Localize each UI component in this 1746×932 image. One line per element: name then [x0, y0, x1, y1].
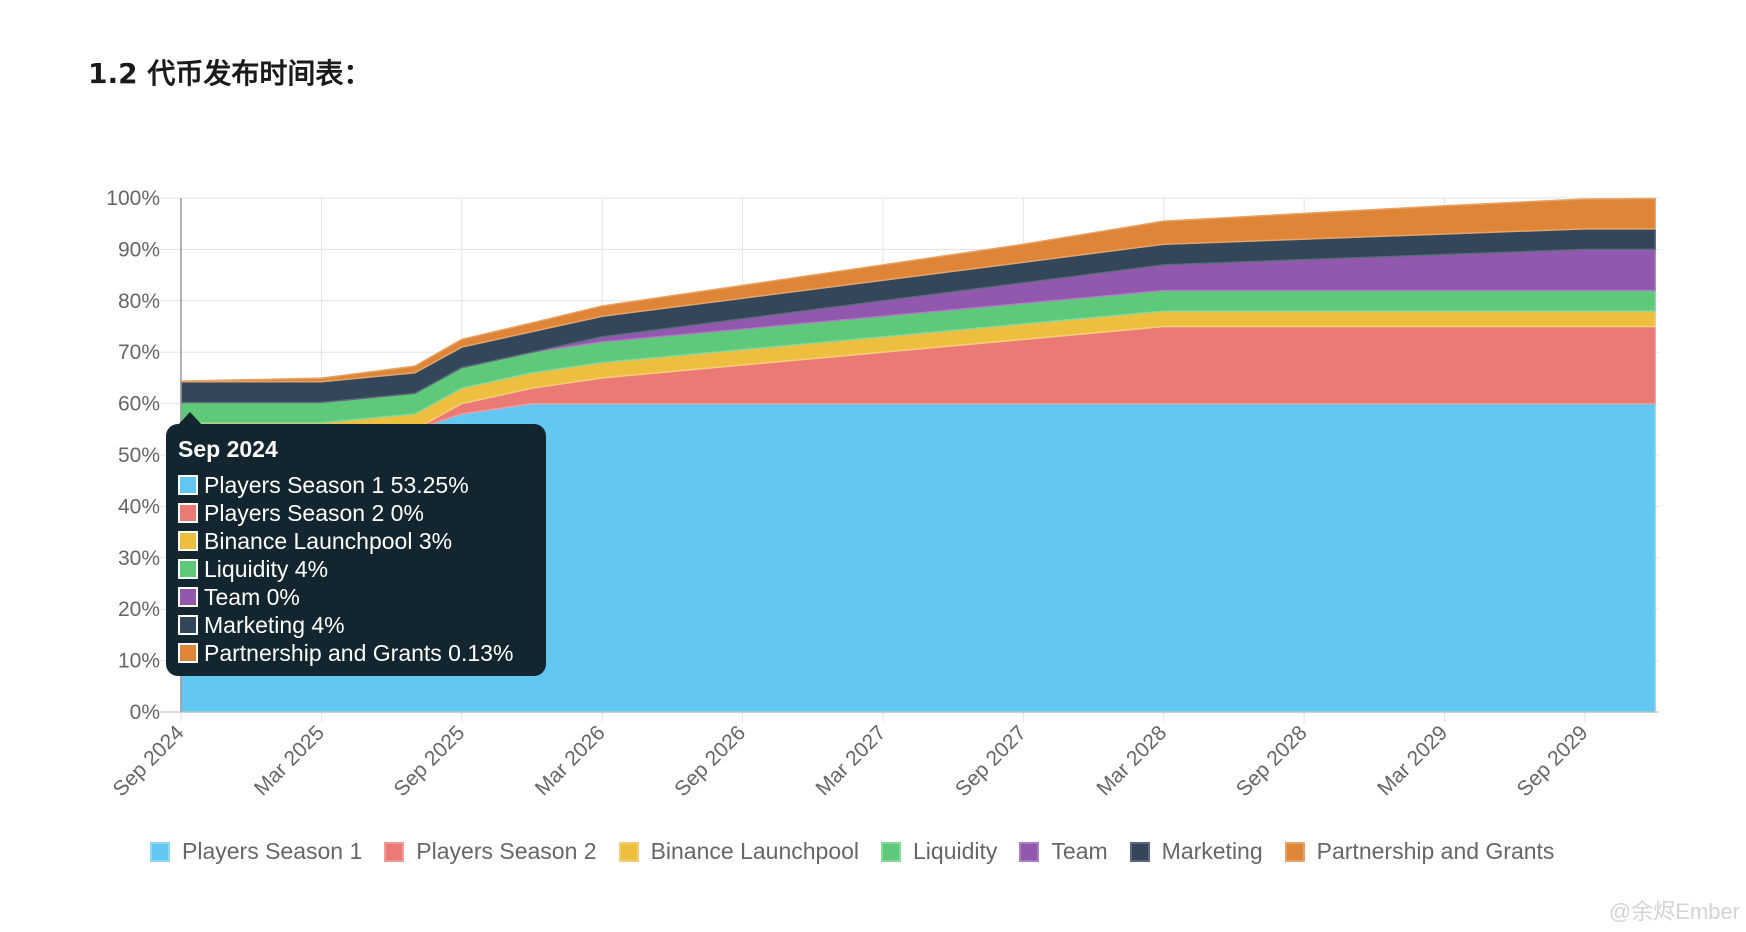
x-tick-label: Mar 2028 [1092, 721, 1171, 800]
legend-swatch [1284, 841, 1305, 862]
y-tick-label: 50% [118, 444, 160, 467]
tooltip-label: Players Season 1 53.25% [204, 471, 469, 498]
chart-legend: Players Season 1 Players Season 2 Binance … [150, 838, 1576, 865]
tooltip-swatch [178, 475, 198, 495]
tooltip-label: Marketing 4% [204, 611, 345, 638]
tooltip-label: Team 0% [204, 583, 300, 610]
legend-item[interactable]: Players Season 2 [384, 838, 597, 865]
tooltip-title: Sep 2024 [178, 436, 278, 462]
y-tick-label: 0% [130, 701, 160, 724]
x-tick-label: Mar 2029 [1373, 721, 1452, 800]
legend-item[interactable]: Partnership and Grants [1284, 838, 1555, 865]
tooltip-row: Liquidity 4% [178, 555, 534, 583]
legend-label: Liquidity [913, 838, 998, 864]
tooltip-row: Players Season 2 0% [178, 499, 534, 527]
tooltip-row: Binance Launchpool 3% [178, 527, 534, 555]
legend-label: Binance Launchpool [650, 838, 860, 864]
y-tick-label: 100% [106, 187, 160, 210]
tooltip-swatch [178, 587, 198, 607]
legend-label: Marketing [1161, 838, 1263, 864]
tooltip-swatch [178, 559, 198, 579]
watermark: @余烬Ember [1608, 899, 1740, 924]
y-tick-label: 90% [118, 238, 160, 261]
legend-item[interactable]: Liquidity [881, 838, 997, 865]
tooltip-label: Liquidity 4% [204, 555, 329, 582]
y-tick-label: 60% [118, 393, 160, 416]
legend-item[interactable]: Players Season 1 [150, 838, 362, 865]
legend-item[interactable]: Team [1019, 838, 1108, 865]
x-tick-label: Sep 2025 [389, 721, 469, 801]
legend-label: Team [1051, 838, 1108, 864]
legend-swatch [384, 841, 405, 862]
y-tick-label: 80% [118, 290, 160, 313]
x-tick-label: Sep 2026 [670, 721, 750, 801]
y-tick-label: 40% [118, 495, 160, 518]
tooltip-arrow [178, 412, 202, 425]
tooltip-row: Partnership and Grants 0.13% [178, 639, 534, 667]
tooltip-row: Team 0% [178, 583, 534, 611]
tooltip-swatch [178, 643, 198, 663]
page-title: 1.2 代币发布时间表： [88, 57, 372, 90]
x-tick-label: Sep 2028 [1232, 721, 1312, 801]
tooltip-row: Players Season 1 53.25% [178, 471, 534, 499]
legend-label: Players Season 1 [182, 838, 363, 864]
tooltip-swatch [178, 503, 198, 523]
x-tick-label: Sep 2024 [109, 721, 189, 801]
tooltip-row: Marketing 4% [178, 611, 534, 639]
chart-tooltip: Sep 2024 Players Season 1 53.25% Players … [166, 424, 546, 676]
x-tick-label: Sep 2027 [951, 721, 1031, 801]
y-tick-label: 30% [118, 547, 160, 570]
tooltip-label: Binance Launchpool 3% [204, 527, 453, 554]
legend-swatch [881, 841, 902, 862]
area-partnership-and-grants [180, 197, 1656, 383]
y-tick-label: 20% [118, 598, 160, 621]
tooltip-label: Partnership and Grants 0.13% [204, 639, 514, 666]
tooltip-label: Players Season 2 0% [204, 499, 424, 526]
legend-label: Partnership and Grants [1316, 838, 1555, 864]
tooltip-swatch [178, 531, 198, 551]
x-tick-label: Mar 2025 [250, 721, 329, 800]
legend-swatch [1129, 841, 1150, 862]
legend-label: Players Season 2 [416, 838, 597, 864]
x-tick-label: Mar 2027 [812, 721, 891, 800]
legend-swatch [150, 841, 170, 862]
legend-swatch [618, 841, 639, 862]
legend-item[interactable]: Binance Launchpool [618, 838, 860, 865]
tooltip-swatch [178, 615, 198, 635]
legend-item[interactable]: Marketing [1129, 838, 1263, 865]
x-tick-label: Mar 2026 [531, 721, 610, 800]
y-tick-label: 10% [118, 650, 160, 673]
x-tick-label: Sep 2029 [1513, 721, 1593, 801]
y-tick-label: 70% [118, 341, 160, 364]
legend-swatch [1019, 841, 1040, 862]
